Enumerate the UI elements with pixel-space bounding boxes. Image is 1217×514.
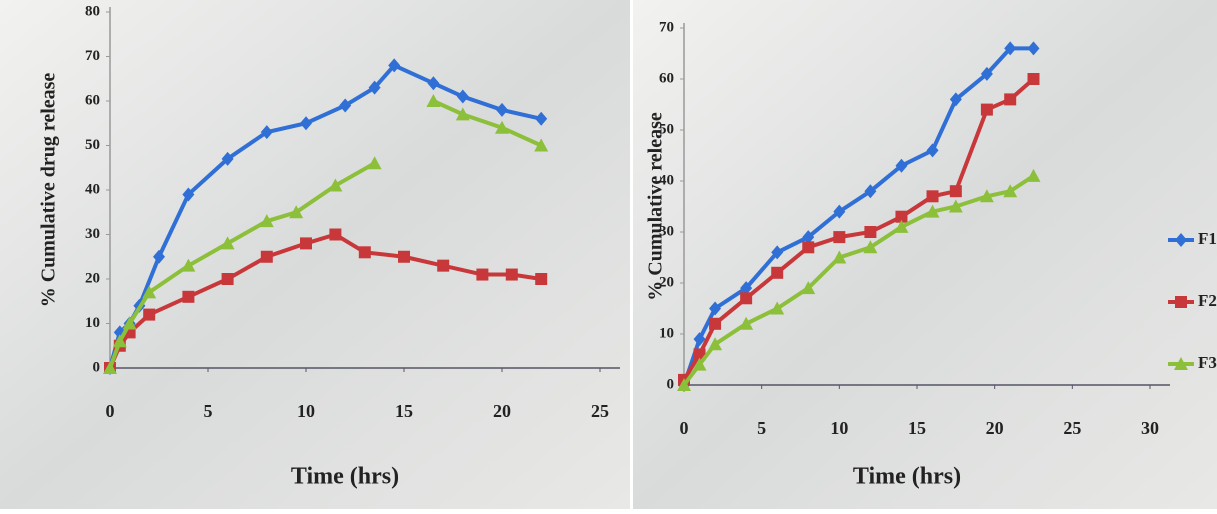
y-tick-label: 70	[659, 19, 674, 35]
marker	[950, 185, 962, 197]
marker	[709, 318, 721, 330]
y-tick-label: 60	[85, 92, 100, 108]
legend-label: F1	[1198, 229, 1217, 248]
marker	[981, 104, 993, 116]
y-tick-label: 0	[667, 376, 675, 392]
marker	[476, 269, 488, 281]
y-tick-label: 30	[85, 226, 100, 242]
marker	[182, 291, 194, 303]
marker	[740, 292, 752, 304]
marker	[802, 241, 814, 253]
marker	[1175, 296, 1187, 308]
marker	[927, 190, 939, 202]
x-tick-label: 30	[1141, 418, 1159, 438]
x-tick-label: 15	[908, 418, 926, 438]
x-tick-label: 5	[757, 418, 766, 438]
panel-bg	[0, 0, 630, 509]
marker	[398, 251, 410, 263]
marker	[1004, 93, 1016, 105]
y-axis-title: % Cumulative drug release	[38, 73, 60, 308]
legend-label: F2	[1198, 291, 1217, 310]
marker	[1028, 73, 1040, 85]
marker	[437, 260, 449, 272]
marker	[359, 246, 371, 258]
y-axis-title: % Cumulative release	[645, 112, 667, 301]
marker	[771, 267, 783, 279]
marker	[506, 269, 518, 281]
x-tick-label: 20	[986, 418, 1004, 438]
legend-label: F3	[1198, 353, 1217, 372]
y-tick-label: 20	[85, 270, 100, 286]
x-tick-label: 0	[106, 401, 115, 421]
y-tick-label: 60	[659, 70, 674, 86]
marker	[261, 251, 273, 263]
x-tick-label: 10	[830, 418, 848, 438]
y-tick-label: 10	[85, 315, 100, 331]
x-axis-title: Time (hrs)	[853, 464, 961, 490]
y-tick-label: 0	[93, 359, 101, 375]
x-tick-label: 25	[1063, 418, 1081, 438]
x-tick-label: 10	[297, 401, 315, 421]
marker	[300, 237, 312, 249]
y-tick-label: 40	[85, 181, 100, 197]
x-tick-label: 15	[395, 401, 413, 421]
marker	[535, 273, 547, 285]
x-tick-label: 5	[204, 401, 213, 421]
x-tick-label: 25	[591, 401, 609, 421]
y-tick-label: 50	[85, 137, 100, 153]
marker	[329, 229, 341, 241]
y-tick-label: 70	[85, 48, 100, 64]
marker	[864, 226, 876, 238]
page: 010203040506070800510152025Time (hrs)% C…	[0, 0, 1217, 509]
marker	[222, 273, 234, 285]
x-tick-label: 0	[680, 418, 689, 438]
y-tick-label: 80	[85, 3, 100, 19]
marker	[833, 231, 845, 243]
x-axis-title: Time (hrs)	[291, 464, 399, 490]
x-tick-label: 20	[493, 401, 511, 421]
marker	[143, 309, 155, 321]
y-tick-label: 10	[659, 325, 674, 341]
